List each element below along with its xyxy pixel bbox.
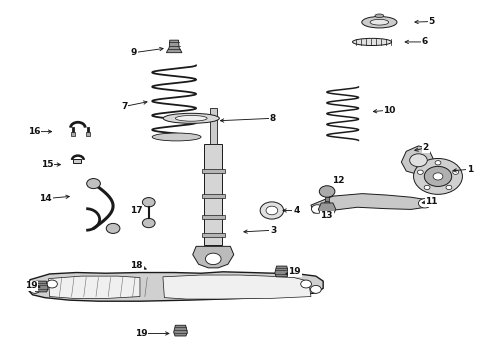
Ellipse shape <box>362 17 397 28</box>
Circle shape <box>260 202 284 219</box>
Ellipse shape <box>352 39 392 45</box>
Text: 4: 4 <box>293 206 299 215</box>
Text: 6: 6 <box>422 37 428 46</box>
Text: 13: 13 <box>320 211 333 220</box>
Text: 10: 10 <box>384 105 396 114</box>
Text: 15: 15 <box>41 160 53 169</box>
Text: 11: 11 <box>425 197 438 206</box>
Text: 18: 18 <box>130 261 143 270</box>
Circle shape <box>410 154 427 167</box>
Text: 8: 8 <box>269 114 275 123</box>
Circle shape <box>266 206 278 215</box>
Circle shape <box>414 158 463 194</box>
Circle shape <box>418 199 431 208</box>
Circle shape <box>433 173 443 180</box>
Polygon shape <box>318 203 336 215</box>
Polygon shape <box>163 275 311 299</box>
Text: 1: 1 <box>466 165 473 174</box>
Text: 14: 14 <box>39 194 52 203</box>
Ellipse shape <box>370 19 389 25</box>
Ellipse shape <box>375 14 384 18</box>
Circle shape <box>311 285 321 293</box>
Text: 9: 9 <box>130 48 137 57</box>
Text: 5: 5 <box>429 17 435 26</box>
Ellipse shape <box>324 202 330 204</box>
Text: 19: 19 <box>24 281 37 290</box>
Ellipse shape <box>175 116 207 121</box>
Bar <box>202 168 225 173</box>
Ellipse shape <box>163 113 220 123</box>
Circle shape <box>143 198 155 207</box>
Circle shape <box>435 161 441 165</box>
Polygon shape <box>166 40 182 53</box>
Text: 12: 12 <box>332 176 344 185</box>
Polygon shape <box>193 246 234 268</box>
Circle shape <box>205 253 221 265</box>
Bar <box>86 132 90 136</box>
Bar <box>74 159 81 163</box>
Text: 7: 7 <box>121 102 127 111</box>
Polygon shape <box>311 194 428 213</box>
Text: 19: 19 <box>135 329 147 338</box>
Circle shape <box>453 170 459 174</box>
Circle shape <box>106 224 120 233</box>
Circle shape <box>312 205 323 213</box>
Polygon shape <box>34 281 48 292</box>
Polygon shape <box>27 272 323 301</box>
Bar <box>204 144 222 244</box>
Text: 2: 2 <box>423 143 429 152</box>
Ellipse shape <box>152 133 201 141</box>
Circle shape <box>143 219 155 228</box>
Polygon shape <box>49 276 140 298</box>
Circle shape <box>424 166 452 186</box>
Text: 17: 17 <box>130 206 143 215</box>
Bar <box>71 132 75 136</box>
Polygon shape <box>275 266 289 277</box>
Text: 3: 3 <box>270 226 276 235</box>
Circle shape <box>87 179 100 189</box>
Bar <box>202 233 225 237</box>
Text: 19: 19 <box>289 267 301 276</box>
Bar <box>202 215 225 220</box>
Bar <box>325 197 329 203</box>
Circle shape <box>417 170 423 174</box>
Circle shape <box>47 280 57 288</box>
Text: 16: 16 <box>27 127 40 136</box>
Bar <box>210 108 217 144</box>
Circle shape <box>29 285 40 293</box>
Polygon shape <box>401 146 433 175</box>
Circle shape <box>301 280 312 288</box>
Circle shape <box>319 186 335 197</box>
Bar <box>202 194 225 198</box>
Polygon shape <box>173 325 187 336</box>
Circle shape <box>424 185 430 190</box>
Circle shape <box>446 185 452 190</box>
